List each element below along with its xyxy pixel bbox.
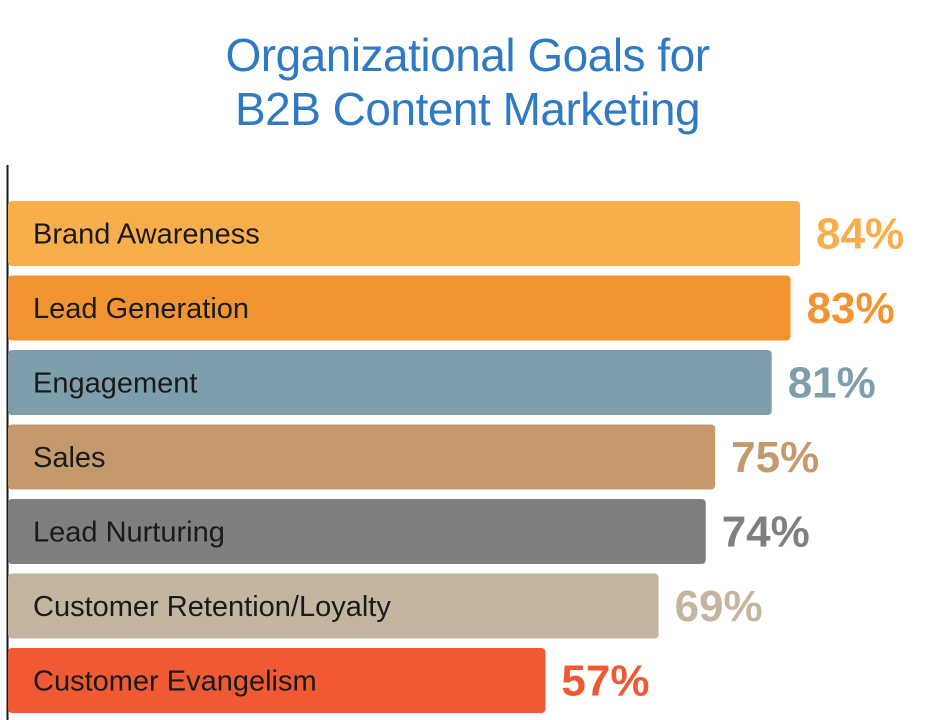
bar-customer-retention-loyalty xyxy=(8,573,659,639)
bar-label: Engagement xyxy=(33,368,197,400)
bar-label: Brand Awareness xyxy=(33,219,260,251)
value-label: 75% xyxy=(731,433,819,482)
bar-brand-awareness xyxy=(8,201,800,266)
bar-label: Customer Evangelism xyxy=(33,666,317,698)
bar-label: Lead Generation xyxy=(33,293,249,325)
value-label: 83% xyxy=(807,284,895,333)
bars-group: Brand Awareness 84% Lead Generation 83% Enga… xyxy=(8,201,904,713)
bar-lead-generation xyxy=(8,275,791,341)
bar-label: Lead Nurturing xyxy=(33,517,225,549)
bar-label: Customer Retention/Loyalty xyxy=(33,591,391,623)
bar-customer-evangelism xyxy=(8,648,546,713)
value-label: 81% xyxy=(788,359,876,408)
bar-lead-nurturing xyxy=(8,499,706,564)
chart-title: Organizational Goals for B2B Content Mar… xyxy=(0,28,935,136)
chart-title-line-1: Organizational Goals for xyxy=(225,29,710,81)
value-label: 74% xyxy=(722,508,810,557)
bar-sales xyxy=(8,424,716,490)
value-label: 69% xyxy=(675,582,763,631)
value-label: 57% xyxy=(561,657,649,706)
value-label: 84% xyxy=(816,210,904,259)
bar-label: Sales xyxy=(33,442,106,474)
chart-title-line-2: B2B Content Marketing xyxy=(234,83,701,135)
bar-engagement xyxy=(8,350,772,415)
